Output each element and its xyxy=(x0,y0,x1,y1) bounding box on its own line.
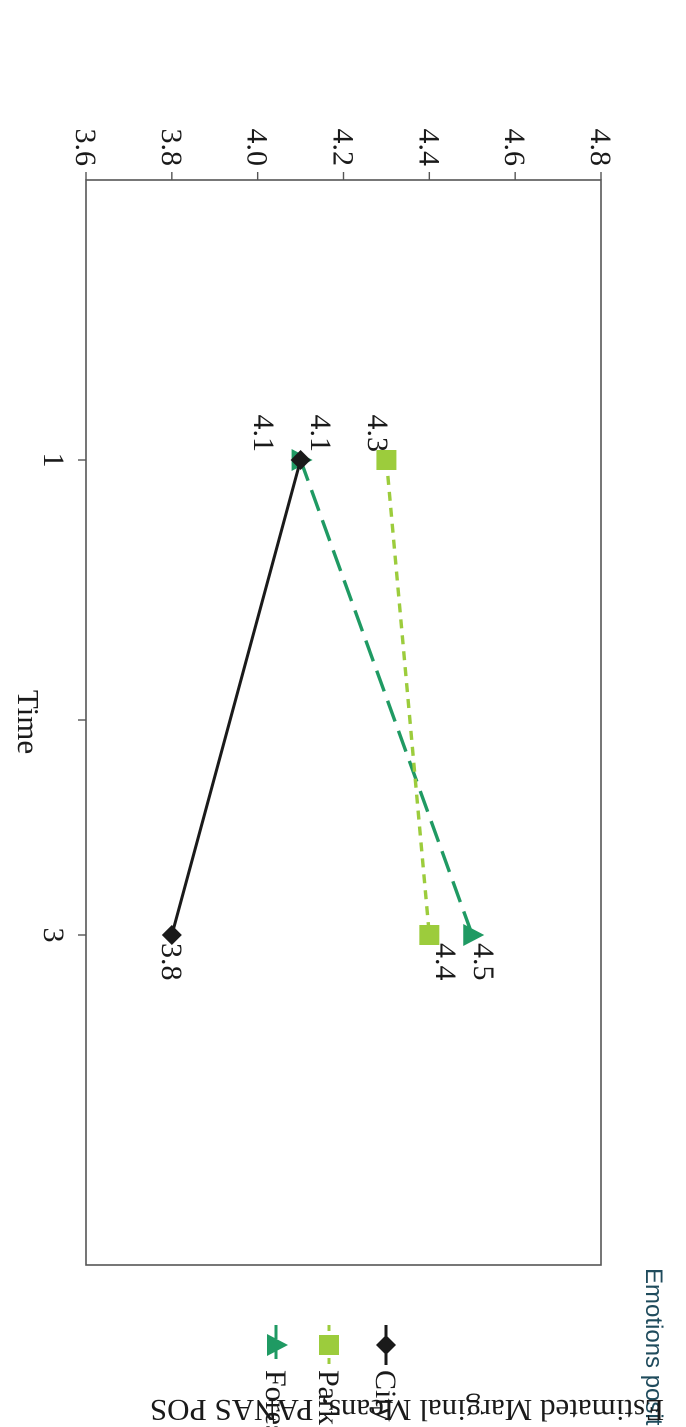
data-point xyxy=(376,450,397,470)
x-axis-title: Time xyxy=(11,690,46,754)
y-tick-label: 4.2 xyxy=(327,129,360,167)
data-label: 4.4 xyxy=(429,943,462,981)
data-label: 4.1 xyxy=(304,415,337,453)
y-tick-label: 4.4 xyxy=(412,129,445,167)
y-tick-label: 4.6 xyxy=(498,129,531,167)
x-axis-ticks: 13 xyxy=(37,453,86,943)
y-axis-ticks: 4.8 4.6 4.4 4.2 4.0 3.8 3.6 xyxy=(69,129,617,180)
data-point xyxy=(161,925,182,945)
x-tick-label: 3 xyxy=(37,928,70,943)
legend-label: City xyxy=(369,1370,402,1422)
y-tick-label: 3.6 xyxy=(69,129,102,167)
chart-title: Emotions positives xyxy=(640,1268,667,1427)
legend-item-forest: Forest xyxy=(259,1325,292,1427)
y-tick-label: 4.8 xyxy=(584,129,617,167)
data-point xyxy=(290,450,311,470)
data-label: 4.3 xyxy=(361,415,394,453)
legend-marker xyxy=(319,1335,339,1355)
y-tick-label: 4.0 xyxy=(241,129,274,167)
data-label: 3.8 xyxy=(155,943,188,981)
legend-item-city: City xyxy=(369,1325,402,1422)
data-label: 4.5 xyxy=(467,943,500,981)
legend-marker xyxy=(376,1335,396,1355)
plot-area xyxy=(85,179,602,1266)
data-point xyxy=(463,924,485,946)
legend-label: Forest xyxy=(259,1370,292,1427)
series-city xyxy=(161,450,311,945)
x-tick-label: 1 xyxy=(37,453,70,468)
data-point xyxy=(419,925,440,945)
series-park xyxy=(376,450,440,945)
series-line xyxy=(298,459,474,936)
y-tick-label: 3.8 xyxy=(155,129,188,167)
legend-marker xyxy=(267,1334,288,1356)
data-labels: 4.3 4.1 4.1 4.54.4 3.8 xyxy=(155,415,500,981)
legend-item-park: Park xyxy=(312,1325,345,1425)
data-label: 4.1 xyxy=(247,415,280,453)
series-layer xyxy=(161,449,485,946)
legend-label: Park xyxy=(312,1370,345,1425)
legend: Forest Park City xyxy=(259,1325,402,1427)
y-axis-title: Estimated Marginal Means, PANAS POS xyxy=(150,1393,664,1427)
series-line xyxy=(170,459,303,936)
